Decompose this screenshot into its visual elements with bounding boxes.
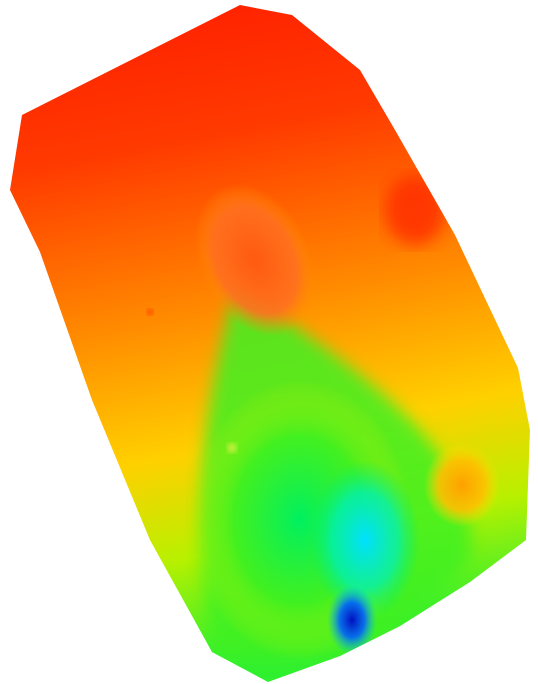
cyan-zone [310,460,420,620]
orange-ridge [194,183,316,337]
red-spot [385,175,445,245]
small-spot [147,309,153,315]
blue-zone [327,585,377,655]
small-spot [227,443,237,453]
orange-hill [424,443,500,527]
